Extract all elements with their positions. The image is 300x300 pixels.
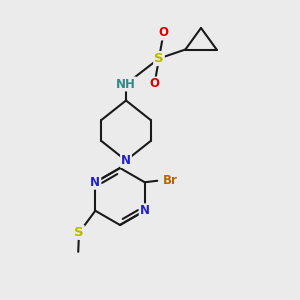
Text: N: N: [90, 176, 100, 189]
Text: O: O: [158, 26, 169, 40]
Text: N: N: [140, 204, 150, 217]
Text: S: S: [154, 52, 164, 65]
Text: N: N: [121, 154, 131, 167]
Text: S: S: [74, 226, 84, 239]
Text: NH: NH: [116, 77, 136, 91]
Text: O: O: [149, 77, 160, 91]
Text: Br: Br: [163, 174, 178, 187]
